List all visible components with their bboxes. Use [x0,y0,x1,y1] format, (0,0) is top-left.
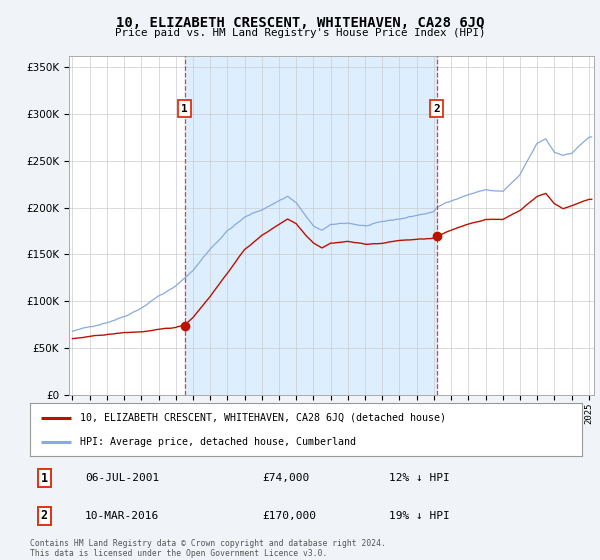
Text: 12% ↓ HPI: 12% ↓ HPI [389,473,449,483]
Text: 1: 1 [181,104,188,114]
Text: £74,000: £74,000 [262,473,309,483]
Text: 19% ↓ HPI: 19% ↓ HPI [389,511,449,521]
Text: 06-JUL-2001: 06-JUL-2001 [85,473,160,483]
Text: HPI: Average price, detached house, Cumberland: HPI: Average price, detached house, Cumb… [80,437,356,447]
Text: 2: 2 [41,509,48,522]
Text: £170,000: £170,000 [262,511,316,521]
Text: 2: 2 [433,104,440,114]
Text: 10-MAR-2016: 10-MAR-2016 [85,511,160,521]
Text: 10, ELIZABETH CRESCENT, WHITEHAVEN, CA28 6JQ (detached house): 10, ELIZABETH CRESCENT, WHITEHAVEN, CA28… [80,413,446,423]
Text: 10, ELIZABETH CRESCENT, WHITEHAVEN, CA28 6JQ: 10, ELIZABETH CRESCENT, WHITEHAVEN, CA28… [116,16,484,30]
Bar [185,56,437,395]
Text: Contains HM Land Registry data © Crown copyright and database right 2024.
This d: Contains HM Land Registry data © Crown c… [30,539,386,558]
Text: 1: 1 [41,472,48,485]
Text: Price paid vs. HM Land Registry's House Price Index (HPI): Price paid vs. HM Land Registry's House … [115,28,485,38]
